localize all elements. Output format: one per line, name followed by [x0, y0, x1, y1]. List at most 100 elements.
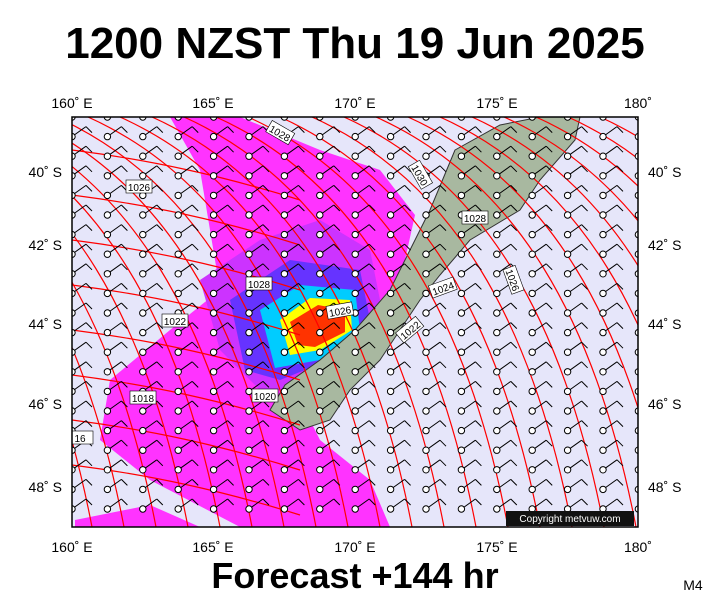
- barb-feather: [262, 322, 270, 329]
- barb-feather: [262, 145, 270, 153]
- barb-feather: [156, 341, 164, 349]
- barb-feather: [404, 283, 411, 290]
- station: [563, 289, 572, 298]
- isobar-label-text: 1026: [128, 183, 151, 194]
- barb-feather: [546, 107, 552, 113]
- barb-feather: [333, 204, 341, 212]
- station: [351, 270, 359, 278]
- isobar-label-text: 1026: [328, 305, 352, 320]
- barb-feather: [545, 224, 553, 231]
- barb-feather: [262, 243, 270, 251]
- barb-feather: [262, 263, 270, 271]
- barb-feather: [191, 341, 199, 349]
- station: [386, 309, 395, 317]
- barb-feather: [581, 361, 588, 369]
- barb-feather: [227, 302, 234, 310]
- barb-feather: [333, 341, 341, 349]
- station: [174, 230, 182, 239]
- barb-staff: [249, 117, 250, 118]
- station: [174, 328, 182, 337]
- barb-feather: [510, 165, 518, 173]
- station: [422, 407, 430, 415]
- barb-staff: [107, 117, 109, 118]
- station: [563, 446, 572, 454]
- station: [103, 446, 112, 454]
- right-lat-label: 40˚ S: [648, 164, 681, 180]
- barb-feather: [581, 224, 588, 231]
- isobar-label-box: [251, 388, 279, 403]
- station: [563, 328, 572, 337]
- barb-feather: [298, 381, 305, 388]
- station: [316, 289, 324, 298]
- station: [280, 505, 289, 513]
- barb-feather: [404, 459, 411, 467]
- barb-feather: [545, 302, 553, 310]
- barb-feather: [439, 185, 447, 192]
- barb-staff: [638, 303, 652, 313]
- station: [422, 230, 430, 239]
- bottom-lon-label: 160˚ E: [51, 539, 92, 555]
- barb-feather: [652, 421, 658, 427]
- barb-feather: [333, 283, 341, 290]
- station: [280, 426, 289, 435]
- barb-feather: [439, 204, 447, 212]
- barb-feather: [156, 165, 164, 173]
- barb-feather: [368, 341, 376, 349]
- station: [493, 270, 501, 278]
- barb-feather: [545, 204, 553, 212]
- station: [316, 270, 324, 278]
- barb-feather: [581, 381, 588, 388]
- station: [245, 407, 253, 415]
- barb-feather: [298, 224, 305, 231]
- barb-feather: [191, 283, 199, 290]
- station: [457, 466, 466, 474]
- isobar: [72, 346, 125, 527]
- station: [528, 446, 536, 454]
- barb-feather: [156, 283, 164, 290]
- station: [316, 426, 324, 435]
- station: [528, 348, 536, 356]
- top-lon-label: 175˚ E: [476, 95, 517, 111]
- barb-feather: [439, 400, 447, 408]
- station: [563, 368, 572, 376]
- barb-feather: [439, 341, 447, 349]
- barb-feather: [652, 146, 658, 152]
- barb-feather: [510, 439, 518, 447]
- barb-feather: [191, 126, 199, 133]
- barb-feather: [156, 498, 164, 506]
- right-lat-label: 42˚ S: [648, 237, 681, 253]
- barb-feather: [510, 243, 518, 251]
- barb-feather: [191, 145, 199, 153]
- station: [245, 466, 253, 474]
- isobar: [151, 117, 413, 527]
- barb-feather: [298, 145, 305, 153]
- barb-feather: [156, 439, 164, 447]
- station: [174, 348, 182, 356]
- barb-feather: [404, 302, 411, 310]
- barb-feather: [404, 145, 411, 153]
- isobar: [72, 195, 221, 527]
- station: [599, 309, 607, 317]
- barb-feather: [475, 361, 482, 369]
- barb-feather: [581, 126, 588, 133]
- station: [386, 505, 395, 513]
- barb-feather: [121, 400, 128, 408]
- isobar-label-box: [125, 179, 153, 194]
- isobar-label-text: 1018: [132, 394, 155, 405]
- station: [174, 191, 182, 200]
- station: [457, 172, 466, 180]
- barb-feather: [121, 420, 128, 427]
- station: [103, 466, 112, 474]
- barb-feather: [121, 341, 128, 349]
- barb-feather: [298, 107, 304, 113]
- station: [422, 152, 430, 160]
- station: [386, 328, 395, 337]
- barb-feather: [581, 498, 588, 506]
- station: [139, 309, 147, 317]
- station: [139, 426, 147, 435]
- barb-feather: [616, 224, 624, 231]
- barb-feather: [333, 381, 341, 388]
- barb-feather: [616, 165, 624, 173]
- station: [139, 250, 147, 258]
- station: [457, 191, 466, 200]
